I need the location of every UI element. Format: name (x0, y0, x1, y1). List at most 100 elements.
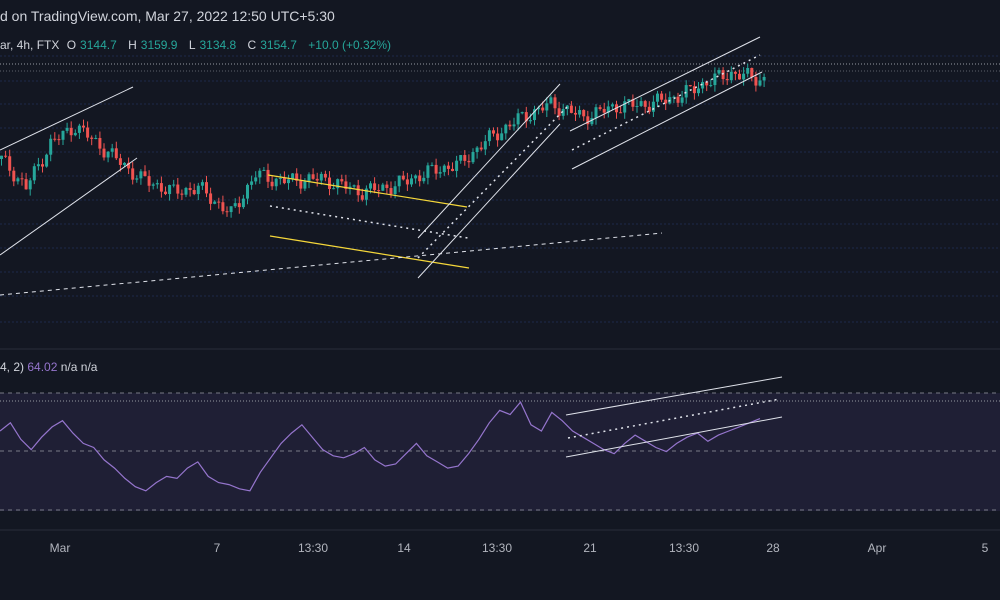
candle-body (385, 184, 389, 189)
candle-body (295, 173, 299, 181)
rsi-na-1: n/a (60, 360, 78, 374)
candle-body (102, 148, 106, 158)
candle-body (196, 185, 200, 195)
candle-body (127, 162, 131, 169)
candle-body (73, 132, 77, 136)
low-label: L (188, 38, 196, 52)
candle-body (233, 203, 237, 207)
candle-body (377, 190, 381, 192)
time-axis[interactable]: Mar 7 13:30 14 13:30 21 13:30 28 Apr 5 (50, 541, 989, 555)
rising-channel-line (417, 123, 561, 279)
candle-body (254, 177, 258, 182)
rsi-params[interactable]: 4, 2) (0, 360, 25, 374)
candle-body (537, 107, 541, 110)
candle-body (651, 101, 655, 112)
upper-channel-line (569, 36, 761, 132)
candle-body (200, 182, 204, 186)
candle-body (643, 101, 647, 107)
candle-body (664, 99, 668, 104)
candle-body (574, 112, 577, 115)
rsi-channel-line (565, 376, 783, 416)
candle-body (647, 106, 651, 112)
candle-body (545, 103, 549, 111)
drawings (0, 36, 763, 296)
candle-body (504, 124, 508, 134)
open-label: O (66, 38, 77, 52)
candle-body (475, 147, 479, 153)
candle-body (762, 76, 766, 81)
rising-channel-line (417, 83, 561, 239)
candle-body (508, 124, 512, 127)
candle-body (352, 185, 356, 187)
high-value: 3159.9 (140, 38, 178, 52)
candle-body (90, 137, 94, 139)
candle-body (528, 120, 532, 122)
candle-body (20, 178, 24, 180)
candle-body (258, 170, 262, 178)
high-label: H (128, 38, 137, 52)
candle-body (266, 169, 270, 182)
candle-body (241, 198, 245, 208)
candle-body (426, 165, 430, 178)
candle-body (139, 171, 143, 179)
candle-body (594, 107, 598, 119)
candle-body (16, 178, 20, 182)
candle-body (758, 80, 762, 86)
candle-body (500, 133, 504, 141)
candle-body (270, 181, 274, 187)
upper-channel-midline (571, 54, 761, 151)
candle-body (4, 155, 8, 157)
close-value: 3154.7 (260, 38, 297, 52)
candle-body (143, 171, 147, 177)
candle-body (405, 179, 409, 185)
candle-body (742, 73, 746, 80)
candle-body (606, 106, 610, 113)
channel-line (0, 157, 138, 256)
rsi-line (0, 400, 761, 492)
candle-body (479, 147, 483, 150)
candle-body (41, 164, 44, 167)
rsi-drawings (565, 376, 783, 458)
candle-body (738, 73, 741, 80)
candle-body (541, 107, 545, 111)
time-axis-tick-label: 14 (397, 541, 411, 555)
candle-body (373, 183, 377, 191)
symbol-label[interactable]: ar, 4h, FTX (0, 38, 60, 52)
candle-body (135, 178, 139, 180)
candle-body (57, 139, 61, 141)
candle-body (49, 138, 53, 155)
candle-body (86, 127, 90, 138)
candle-body (520, 112, 524, 114)
candle-body (319, 173, 323, 181)
candle-body (336, 179, 340, 189)
candle-body (680, 97, 684, 103)
candle-body (442, 165, 446, 173)
candle-body (61, 130, 65, 140)
rsi-value: 64.02 (27, 360, 58, 374)
candles (0, 63, 766, 218)
candle-body (151, 184, 155, 186)
candle-body (24, 179, 28, 190)
candle-body (639, 101, 643, 106)
candle-body (549, 97, 553, 104)
rsi-band-lines (0, 392, 1000, 511)
candle-body (184, 188, 188, 195)
time-axis-tick-label: 5 (982, 541, 989, 555)
candle-body (516, 113, 520, 125)
candle-body (660, 93, 664, 100)
candle-body (631, 99, 635, 107)
candle-body (553, 97, 557, 109)
candle-body (221, 202, 225, 212)
candle-body (118, 158, 122, 165)
candle-body (635, 105, 639, 107)
candle-body (332, 188, 336, 190)
candle-body (168, 185, 172, 195)
candle-body (45, 154, 49, 167)
rsi-channel-line (565, 416, 783, 458)
time-axis-tick-label: 13:30 (669, 541, 699, 555)
candle-body (323, 173, 327, 178)
candle-body (721, 70, 725, 80)
candle-body (229, 206, 233, 213)
candle-body (32, 166, 36, 181)
